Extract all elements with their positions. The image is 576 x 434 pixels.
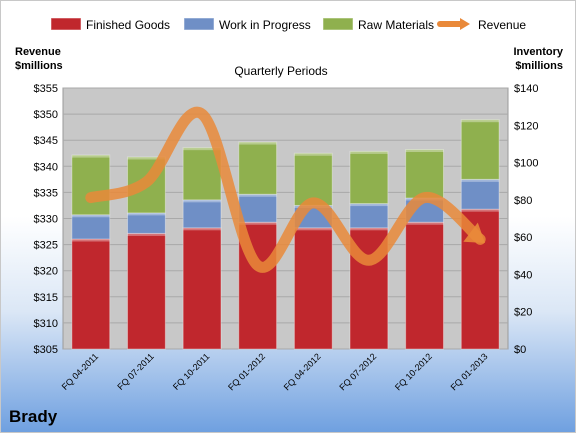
bar-segment-work-in-progress: [127, 212, 166, 234]
left-tick-label: $355: [34, 83, 58, 95]
left-tick-label: $325: [34, 240, 58, 252]
right-tick-label: $40: [514, 269, 532, 281]
x-tick-label: FQ 07-2011: [115, 351, 156, 392]
left-tick-label: $350: [34, 109, 58, 121]
bar-segment-highlight: [461, 119, 500, 123]
legend-swatch-work-in-progress: [183, 17, 215, 31]
bar-segment-highlight: [294, 227, 333, 231]
left-tick-label: $335: [34, 187, 58, 199]
left-tick-label: $315: [34, 292, 58, 304]
brand-label: Brady: [9, 407, 58, 426]
bar-segment-highlight: [127, 233, 166, 236]
left-tick-label: $320: [34, 266, 58, 278]
right-axis-title-line2: $millions: [515, 60, 563, 72]
bar-segment-highlight: [71, 155, 110, 158]
legend-swatch-raw-materials: [322, 17, 354, 31]
right-axis-title-line1: Inventory: [513, 46, 563, 58]
legend-label: Revenue: [478, 18, 526, 32]
bar-segment-raw-materials: [182, 147, 222, 201]
revenue-arrowhead: [463, 222, 485, 243]
bar-segment-work-in-progress: [349, 203, 389, 229]
bar-segment-finished-goods: [182, 227, 222, 350]
bar-segment-highlight: [294, 153, 333, 156]
right-tick-label: $120: [514, 120, 538, 132]
revenue-line: [85, 106, 486, 273]
bar-segment-highlight: [238, 222, 277, 225]
bar-segment-raw-materials: [460, 119, 500, 180]
bar-segment-raw-materials: [71, 154, 111, 216]
bar-segment-work-in-progress: [460, 178, 500, 210]
bar-segment-highlight: [405, 149, 444, 153]
bar-segment-finished-goods: [293, 227, 333, 350]
right-tick-label: $60: [514, 232, 532, 244]
legend-swatch-finished-goods: [50, 17, 82, 31]
left-tick-label: $330: [34, 214, 58, 226]
x-tick-label: FQ 07-2012: [337, 351, 378, 392]
right-tick-label: $80: [514, 195, 532, 207]
bar-segment-highlight: [71, 239, 110, 242]
x-tick-label: FQ 04-2012: [282, 351, 323, 392]
bar-segment-finished-goods: [405, 221, 444, 350]
x-tick-label: FQ 10-2011: [171, 351, 212, 392]
legend-arrow-icon: [460, 18, 470, 30]
bar-segment-highlight: [127, 212, 166, 216]
bar-segment-highlight: [71, 214, 110, 218]
x-tick-label: FQ 10-2012: [393, 351, 434, 392]
bar-segment-raw-materials: [238, 141, 278, 195]
left-axis-title-line2: $millions: [15, 60, 63, 72]
left-tick-label: $310: [34, 318, 58, 330]
legend-label: Work in Progress: [219, 18, 311, 32]
bar-segment-highlight: [127, 156, 166, 160]
bar-segment-finished-goods: [71, 238, 111, 350]
bar-segment-highlight: [183, 227, 221, 231]
legend-label: Raw Materials: [358, 18, 434, 32]
right-tick-label: $100: [514, 158, 538, 170]
x-tick-label: FQ 01-2012: [226, 351, 267, 392]
bar-segment-highlight: [350, 151, 388, 154]
right-tick-label: $0: [514, 344, 526, 356]
legend: Finished Goods Work in Progress Raw Materi…: [50, 17, 526, 32]
bar-segment-highlight: [461, 179, 500, 182]
bar-segment-work-in-progress: [238, 193, 278, 223]
bar-segment-highlight: [183, 147, 221, 151]
revenue-line-layer: [85, 106, 486, 273]
left-axis-title-line1: Revenue: [15, 46, 61, 58]
legend-label: Finished Goods: [86, 18, 170, 32]
chart-title: Quarterly Periods: [234, 64, 327, 78]
bar-segment-raw-materials: [405, 149, 444, 199]
x-tick-label: FQ 01-2013: [449, 351, 490, 392]
bar-segment-highlight: [238, 194, 277, 197]
x-tick-label: FQ 04-2011: [60, 351, 101, 392]
bar-segment-highlight: [405, 222, 444, 225]
bar-segment-highlight: [461, 209, 500, 212]
left-tick-label: $340: [34, 161, 58, 173]
bar-segment-highlight: [183, 199, 221, 203]
bar-segment-highlight: [238, 142, 277, 145]
right-tick-label: $140: [514, 83, 538, 95]
bar-segment-highlight: [350, 203, 388, 207]
bar-segment-highlight: [350, 227, 388, 231]
left-tick-label: $305: [34, 344, 58, 356]
bar-segment-raw-materials: [349, 150, 389, 205]
bar-segment-finished-goods: [127, 232, 166, 350]
bar-segment-work-in-progress: [71, 214, 111, 240]
left-tick-label: $345: [34, 135, 58, 147]
bar-segment-work-in-progress: [182, 199, 222, 229]
bar-segment-raw-materials: [293, 152, 333, 206]
right-tick-label: $20: [514, 307, 532, 319]
